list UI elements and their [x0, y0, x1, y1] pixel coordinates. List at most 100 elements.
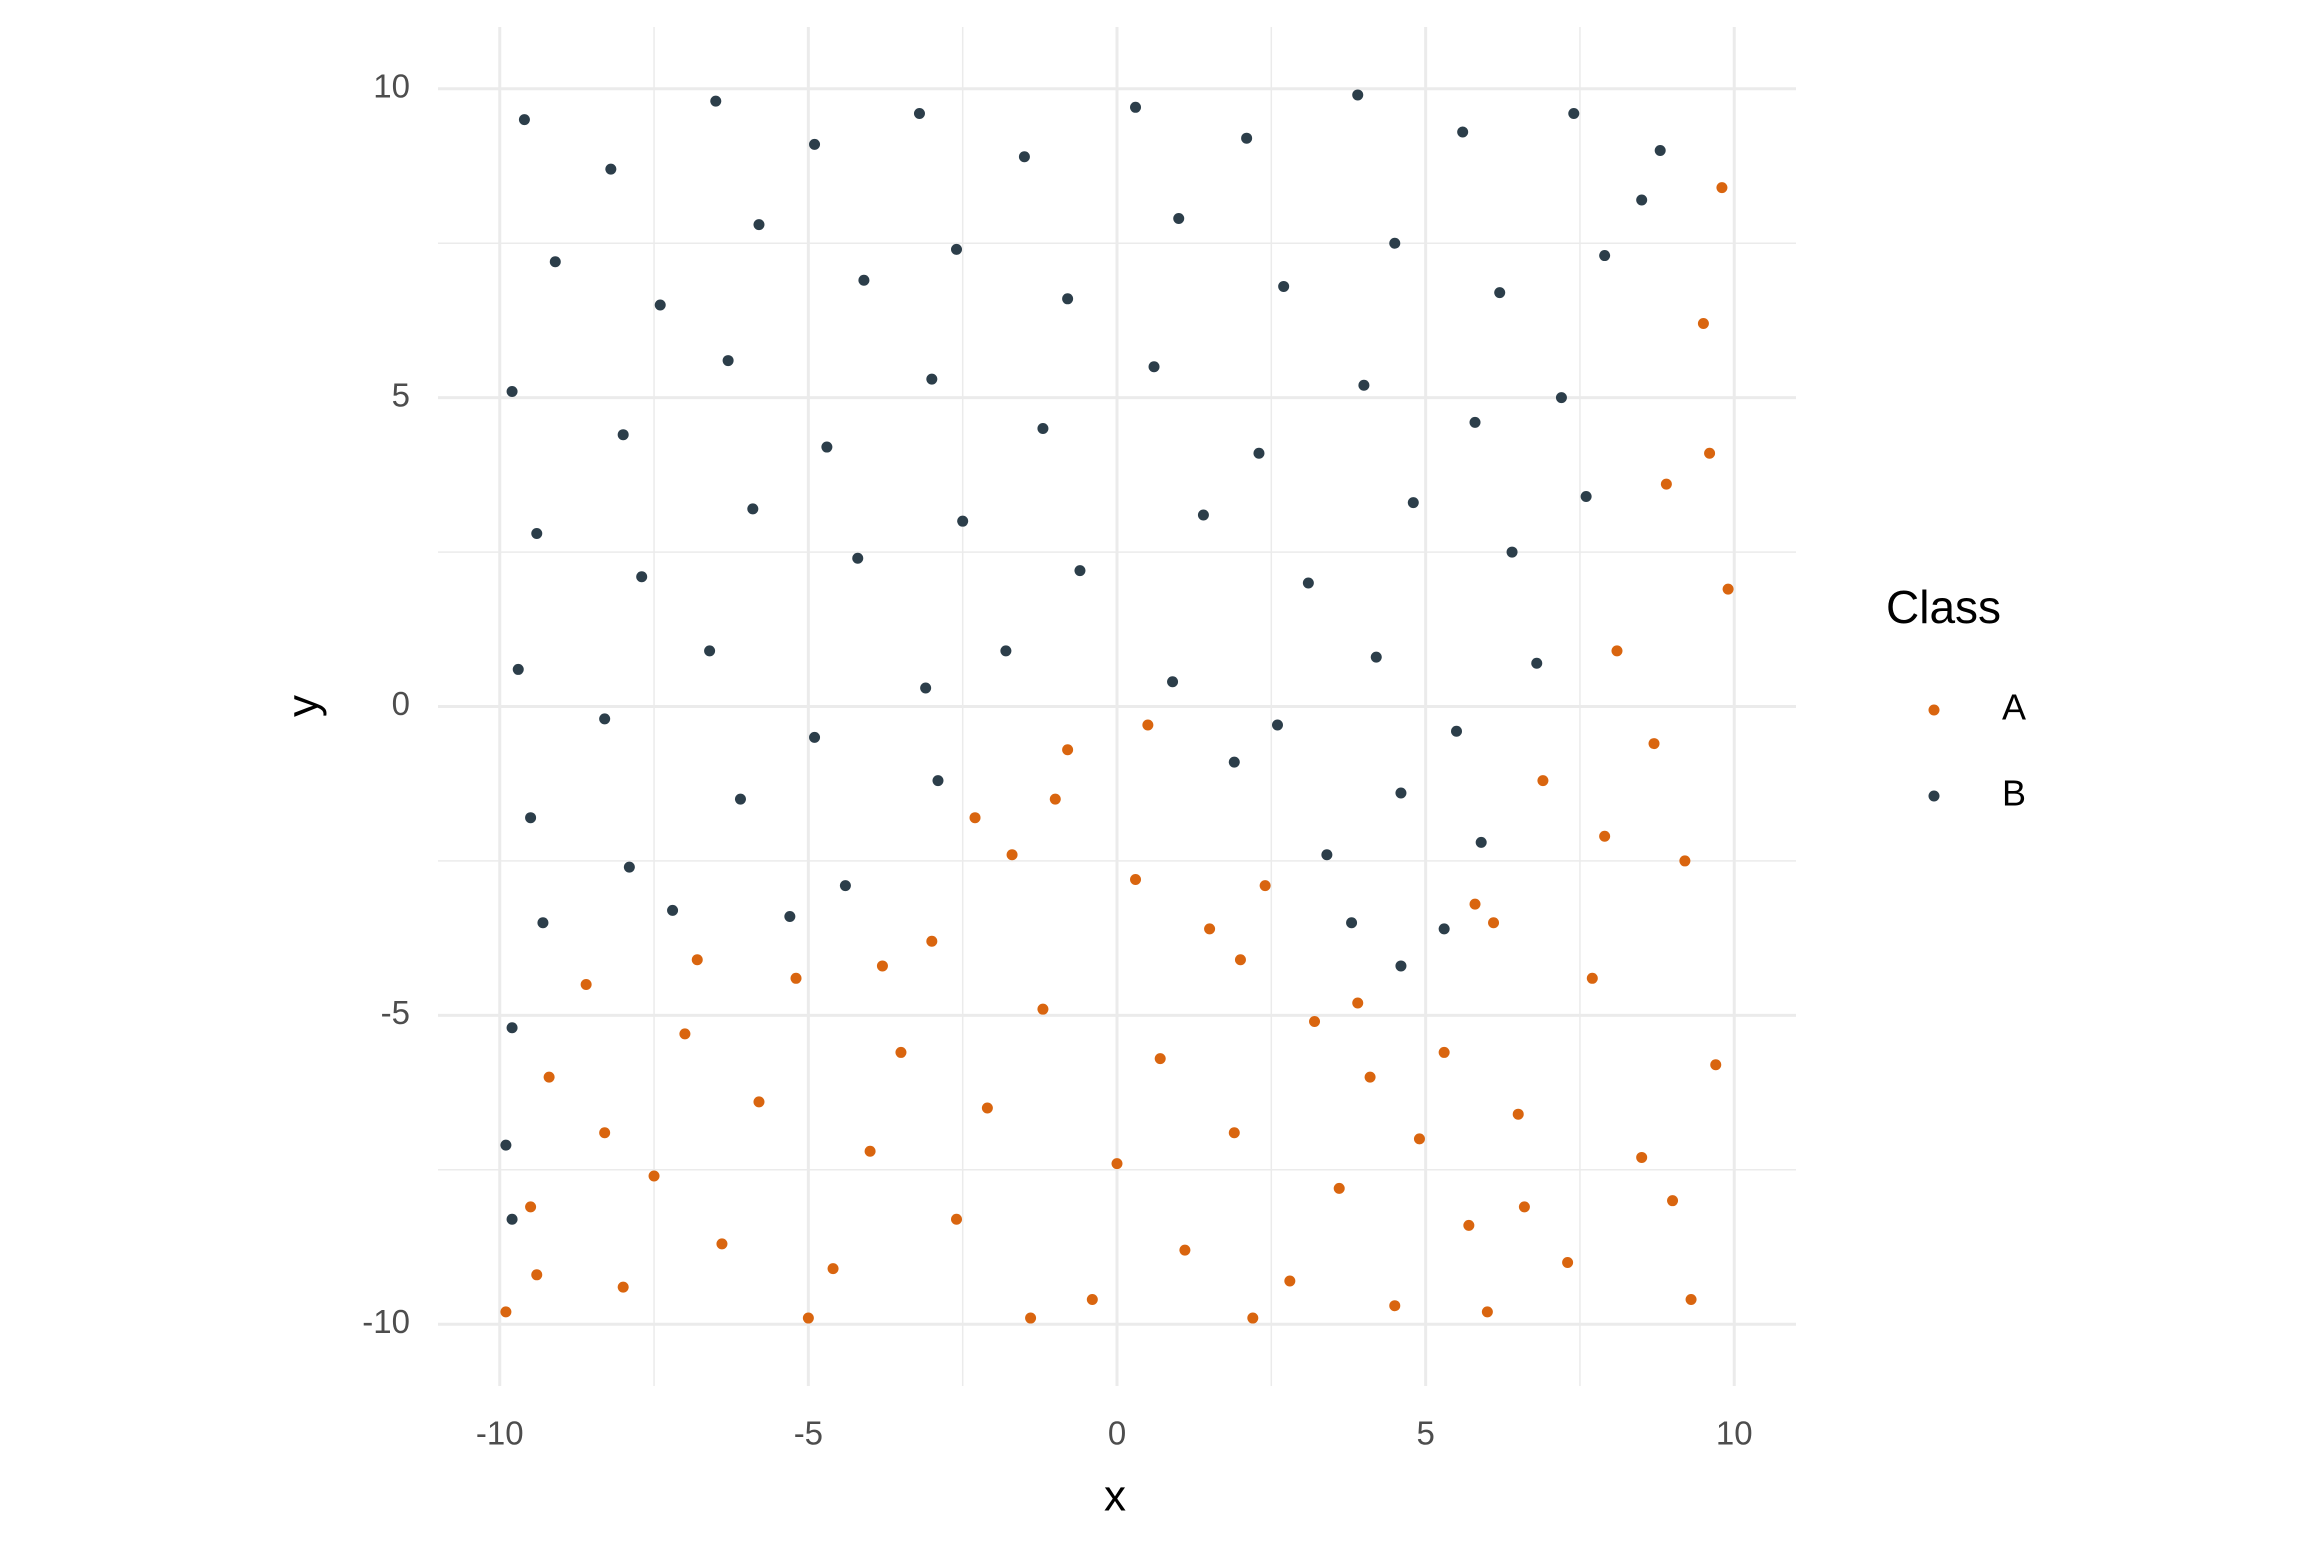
point — [1111, 1158, 1123, 1170]
point — [710, 95, 722, 107]
grid — [438, 27, 1796, 1386]
x-tick-label: -5 — [794, 1415, 823, 1452]
point — [1679, 855, 1691, 867]
point — [1142, 719, 1154, 731]
point — [1346, 917, 1358, 929]
point — [1704, 447, 1716, 459]
point — [654, 299, 666, 311]
point — [543, 1071, 555, 1083]
point — [1358, 379, 1370, 391]
point — [667, 904, 679, 916]
point — [1364, 1071, 1376, 1083]
point — [1333, 1182, 1345, 1194]
point — [1062, 293, 1074, 305]
point — [500, 1139, 512, 1151]
point — [1506, 546, 1518, 558]
point — [1228, 1127, 1240, 1139]
point — [1580, 490, 1592, 502]
point — [1531, 657, 1543, 669]
point — [876, 960, 888, 972]
point — [1469, 898, 1481, 910]
point — [1463, 1219, 1475, 1231]
point — [1494, 287, 1506, 299]
point — [518, 114, 530, 126]
point — [802, 1312, 814, 1324]
point — [1259, 880, 1271, 892]
legend-label: A — [2002, 687, 2026, 728]
x-tick-label: 0 — [1108, 1415, 1126, 1452]
x-tick-label: 5 — [1416, 1415, 1434, 1452]
point — [1407, 497, 1419, 509]
point — [1518, 1201, 1530, 1213]
point — [1389, 1300, 1401, 1312]
point — [784, 911, 796, 923]
point — [1475, 836, 1487, 848]
point — [969, 812, 981, 824]
y-tick-label: -5 — [381, 994, 410, 1031]
point — [500, 1306, 512, 1318]
point — [525, 1201, 537, 1213]
point — [821, 441, 833, 453]
series — [500, 182, 1734, 1324]
point — [1716, 182, 1728, 194]
point — [895, 1046, 907, 1058]
point — [1488, 917, 1500, 929]
point — [753, 219, 765, 231]
legend-marker — [1928, 790, 1940, 802]
point — [951, 1213, 963, 1225]
point — [1660, 478, 1672, 490]
point — [1253, 447, 1265, 459]
point — [722, 355, 734, 367]
x-tick-label: -10 — [476, 1415, 524, 1452]
point — [1062, 744, 1074, 756]
point — [1636, 194, 1648, 206]
point — [1438, 1046, 1450, 1058]
point — [1457, 126, 1469, 138]
point — [506, 1022, 518, 1034]
point — [1302, 577, 1314, 589]
point — [1148, 361, 1160, 373]
point — [913, 107, 925, 119]
point — [679, 1028, 691, 1040]
point — [1667, 1195, 1679, 1207]
point — [537, 917, 549, 929]
point — [716, 1238, 728, 1250]
point — [1241, 132, 1253, 144]
point — [1197, 509, 1209, 521]
point — [1284, 1275, 1296, 1287]
legend-title: Class — [1886, 581, 2001, 633]
point — [580, 978, 592, 990]
point — [1167, 676, 1179, 688]
point — [506, 385, 518, 397]
point — [1469, 416, 1481, 428]
y-tick-label: 5 — [392, 376, 410, 413]
point — [1697, 318, 1709, 330]
point — [599, 1127, 611, 1139]
point — [1000, 645, 1012, 657]
point — [864, 1145, 876, 1157]
point — [1234, 954, 1246, 966]
point — [1179, 1244, 1191, 1256]
point — [1438, 923, 1450, 935]
point — [531, 1269, 543, 1281]
point — [790, 972, 802, 984]
point — [1512, 1108, 1524, 1120]
point — [506, 1213, 518, 1225]
point — [531, 528, 543, 540]
point — [1370, 651, 1382, 663]
point — [1654, 145, 1666, 157]
point — [1451, 725, 1462, 737]
point — [1278, 280, 1290, 292]
point — [648, 1170, 660, 1182]
point — [981, 1102, 993, 1114]
point — [1636, 1151, 1648, 1163]
point — [549, 256, 561, 268]
point — [1074, 565, 1086, 577]
point — [1173, 212, 1185, 224]
point — [1130, 101, 1142, 113]
point — [1648, 738, 1660, 750]
x-axis-title: x — [1104, 1472, 1126, 1521]
point — [1154, 1053, 1166, 1065]
point — [852, 552, 864, 564]
